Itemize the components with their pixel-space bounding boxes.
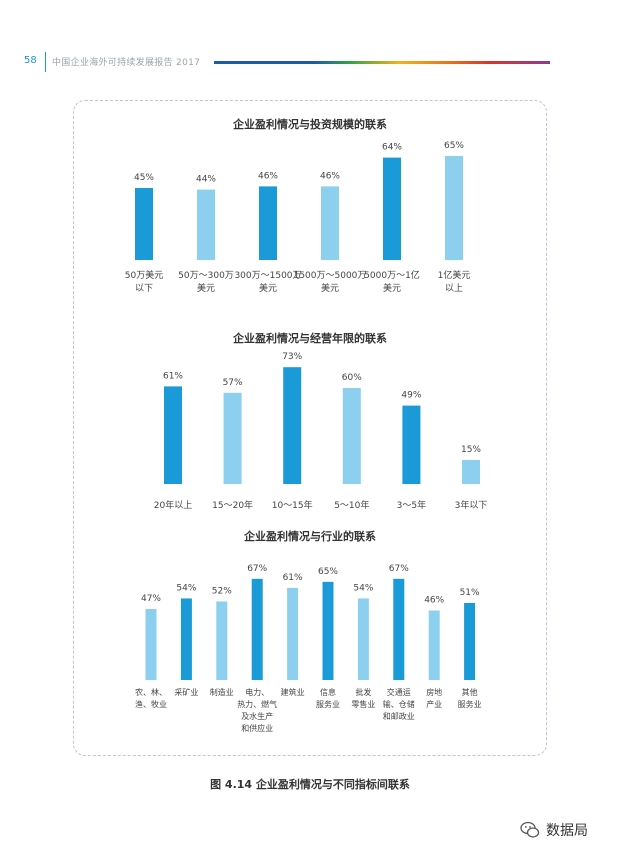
figure-caption: 图 4.14 企业盈利情况与不同指标间联系 [210,778,410,791]
value-label: 61% [283,573,303,583]
category-label: 10～15年 [272,499,313,511]
page-header: 58 中国企业海外可持续发展报告 2017 [0,50,620,74]
value-label: 51% [460,588,480,598]
chart-title: 企业盈利情况与投资规模的联系 [232,117,387,131]
bar [180,598,192,680]
category-label: 采矿业 [174,687,198,697]
category-label: 5～10年 [334,499,369,511]
value-label: 52% [212,586,232,596]
value-label: 47% [141,594,161,604]
bar [251,578,263,680]
value-label: 46% [424,596,444,606]
value-label: 67% [247,564,267,574]
bar [223,392,242,484]
category-label: 5000万～1亿美元 [364,269,420,294]
value-label: 73% [282,352,302,362]
value-label: 61% [163,371,183,381]
value-label: 44% [196,175,216,185]
bar [259,186,277,260]
value-label: 65% [444,141,464,151]
category-label: 电力、热力、燃气及水生产和供应业 [237,687,277,733]
bar [464,602,476,680]
bar [287,587,299,680]
bar [197,189,215,260]
bar [321,186,339,260]
value-label: 46% [320,171,340,181]
value-label: 49% [401,391,421,401]
category-label: 15～20年 [212,499,253,511]
bar [462,460,480,484]
value-label: 45% [134,173,154,183]
value-label: 54% [176,583,196,593]
category-label: 交通运输、仓储和邮政业 [383,687,415,721]
category-label: 1亿美元以上 [438,269,471,294]
chart-frame [73,100,547,756]
wechat-icon [520,821,540,838]
bar [135,188,153,260]
bar [357,598,369,680]
chart-title: 企业盈利情况与经营年限的联系 [232,331,387,345]
watermark-text: 数据局 [546,823,588,839]
bar [164,386,182,484]
category-label: 农、林、渔、牧业 [135,687,167,709]
category-label: 3～5年 [397,499,426,511]
page-number: 58 [24,55,37,66]
category-label: 建筑业 [281,687,305,697]
value-label: 54% [353,583,373,593]
category-label: 50万～300万美元 [178,271,234,294]
value-label: 65% [318,567,338,577]
bar [145,609,157,680]
bar [402,405,421,484]
bar [342,388,361,484]
category-label: 其他服务业 [458,687,482,709]
bar [322,581,334,680]
category-label: 3年以下 [455,499,488,511]
header-divider [45,52,46,72]
watermark: 数据局 [520,820,588,840]
bar [283,367,302,484]
bar [428,610,440,680]
category-label: 300万～1500万美元 [234,271,301,294]
category-label: 制造业 [210,687,234,697]
bar [393,578,405,680]
value-label: 46% [258,171,278,181]
category-label: 1500万～5000万美元 [294,271,367,294]
value-label: 57% [223,378,243,388]
value-label: 67% [389,564,409,574]
chart-title: 企业盈利情况与行业的联系 [243,529,376,543]
bar [216,601,228,680]
value-label: 15% [461,445,481,455]
value-label: 60% [342,373,362,383]
bar [383,157,401,260]
category-label: 房地产业 [426,687,442,709]
report-title: 中国企业海外可持续发展报告 2017 [52,58,201,68]
category-label: 20年以上 [154,499,192,511]
bar [445,156,463,260]
value-label: 64% [382,143,402,153]
category-label: 信息服务业 [316,687,340,709]
header-color-bar [214,61,550,64]
category-label: 批发零售业 [351,687,375,709]
category-label: 50万美元以下 [125,269,163,294]
